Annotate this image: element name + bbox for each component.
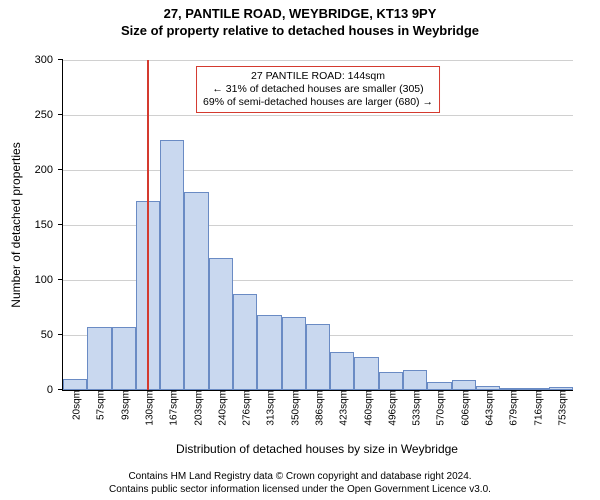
- x-tick-label: 496sqm: [385, 390, 398, 438]
- x-tick-label: 240sqm: [215, 390, 228, 438]
- callout-line2: ← 31% of detached houses are smaller (30…: [203, 83, 433, 96]
- y-tick-label: 100: [35, 274, 63, 286]
- y-tick-mark: [58, 114, 63, 115]
- histogram-bar: [160, 140, 184, 390]
- histogram-bar: [112, 327, 136, 390]
- x-tick-label: 93sqm: [118, 390, 131, 438]
- y-tick-label: 300: [35, 54, 63, 66]
- histogram-bar: [354, 357, 378, 390]
- y-tick-label: 200: [35, 164, 63, 176]
- x-tick-label: 313sqm: [264, 390, 277, 438]
- y-tick-label: 250: [35, 109, 63, 121]
- x-axis-label: Distribution of detached houses by size …: [176, 442, 458, 456]
- histogram-bar: [403, 370, 427, 390]
- title-subtitle: Size of property relative to detached ho…: [0, 23, 600, 40]
- y-tick-mark: [58, 169, 63, 170]
- y-tick-mark: [58, 334, 63, 335]
- x-tick-label: 57sqm: [94, 390, 107, 438]
- histogram-bar: [257, 315, 281, 390]
- callout-line3: 69% of semi-detached houses are larger (…: [203, 96, 433, 109]
- x-tick-label: 130sqm: [143, 390, 156, 438]
- histogram-bar: [87, 327, 111, 390]
- y-tick-mark: [58, 224, 63, 225]
- histogram-bar: [209, 258, 233, 390]
- histogram-bar: [184, 192, 208, 390]
- x-tick-label: 753sqm: [555, 390, 568, 438]
- gridline: [63, 115, 573, 116]
- plot-area: 27 PANTILE ROAD: 144sqm ← 31% of detache…: [62, 60, 573, 391]
- y-tick-label: 150: [35, 219, 63, 231]
- histogram-bar: [233, 294, 257, 390]
- y-tick-mark: [58, 59, 63, 60]
- x-tick-label: 423sqm: [337, 390, 350, 438]
- x-tick-label: 460sqm: [361, 390, 374, 438]
- reference-line: [147, 60, 149, 390]
- x-tick-label: 386sqm: [313, 390, 326, 438]
- x-tick-label: 167sqm: [167, 390, 180, 438]
- x-tick-label: 203sqm: [191, 390, 204, 438]
- x-tick-label: 276sqm: [240, 390, 253, 438]
- histogram-bar: [330, 352, 354, 391]
- x-tick-label: 350sqm: [288, 390, 301, 438]
- x-tick-label: 716sqm: [531, 390, 544, 438]
- x-tick-label: 533sqm: [410, 390, 423, 438]
- x-tick-label: 606sqm: [458, 390, 471, 438]
- title-address: 27, PANTILE ROAD, WEYBRIDGE, KT13 9PY: [0, 0, 600, 23]
- x-tick-label: 643sqm: [483, 390, 496, 438]
- y-tick-label: 0: [47, 384, 63, 396]
- y-axis-label: Number of detached properties: [9, 142, 23, 307]
- chart-container: 27, PANTILE ROAD, WEYBRIDGE, KT13 9PY Si…: [0, 0, 600, 500]
- x-tick-label: 570sqm: [434, 390, 447, 438]
- histogram-bar: [282, 317, 306, 390]
- footer: Contains HM Land Registry data © Crown c…: [0, 471, 600, 496]
- gridline: [63, 60, 573, 61]
- footer-line1: Contains HM Land Registry data © Crown c…: [0, 471, 600, 484]
- histogram-bar: [306, 324, 330, 390]
- histogram-bar: [379, 372, 403, 390]
- histogram-bar: [427, 382, 451, 390]
- x-tick-label: 679sqm: [507, 390, 520, 438]
- footer-line2: Contains public sector information licen…: [0, 484, 600, 497]
- x-tick-label: 20sqm: [70, 390, 83, 438]
- y-tick-mark: [58, 279, 63, 280]
- callout-box: 27 PANTILE ROAD: 144sqm ← 31% of detache…: [196, 66, 440, 113]
- y-tick-label: 50: [41, 329, 63, 341]
- gridline: [63, 170, 573, 171]
- callout-line1: 27 PANTILE ROAD: 144sqm: [203, 70, 433, 83]
- histogram-bar: [63, 379, 87, 390]
- histogram-bar: [452, 380, 476, 390]
